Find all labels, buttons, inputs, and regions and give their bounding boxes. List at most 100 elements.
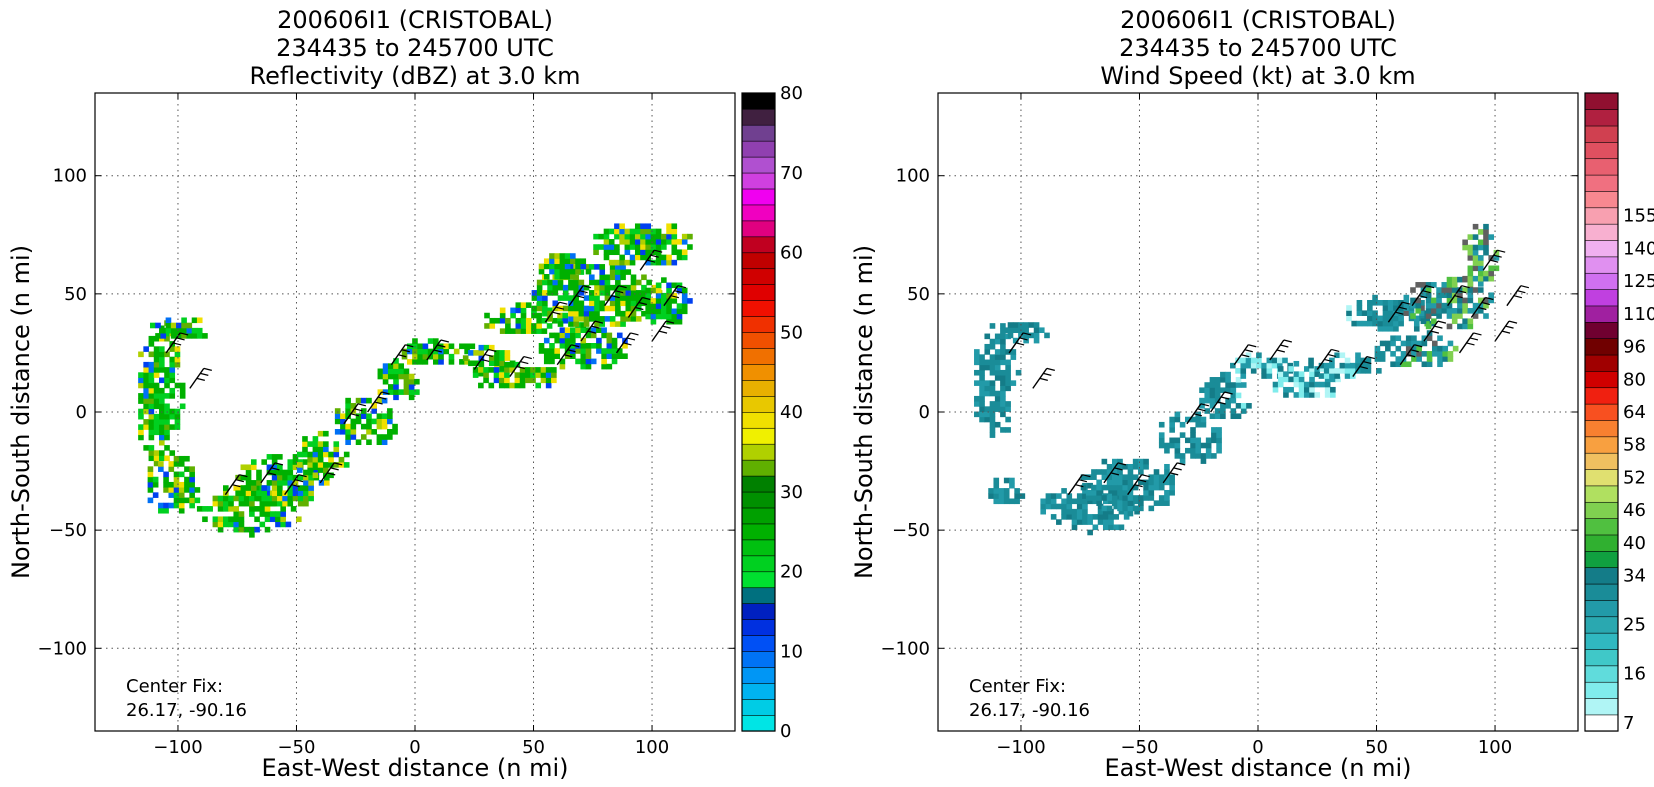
wind-wind-barb-feather	[1454, 295, 1463, 299]
wind-wind-barb-feather	[1501, 330, 1511, 334]
reflectivity-field-cell	[240, 490, 247, 497]
reflectivity-field-cell	[360, 413, 367, 420]
wind-field-cell	[1425, 302, 1432, 309]
wind-field-cell	[1374, 356, 1381, 362]
wind-field-cell	[1467, 297, 1474, 304]
reflectivity-field-cell	[488, 382, 495, 389]
reflectivity-field-cell	[169, 361, 176, 368]
reflectivity-field-cell	[159, 387, 165, 394]
wind-field-cell	[1179, 432, 1186, 438]
reflectivity-colorbar-bin	[741, 491, 776, 509]
reflectivity-field-cell	[376, 439, 383, 446]
wind-field-cell	[994, 338, 1001, 345]
reflectivity-field-cell	[504, 372, 510, 378]
wind-field-cell	[1393, 305, 1399, 311]
wind-field-cell	[1143, 489, 1149, 496]
reflectivity-field-cell	[170, 333, 177, 339]
reflectivity-field-cell	[578, 300, 585, 307]
wind-field-cell	[1431, 340, 1438, 347]
wind-wind-barb-feather	[1508, 320, 1518, 324]
wind-field-cell	[1309, 386, 1315, 393]
reflectivity-wind-barb-feather	[200, 372, 209, 376]
wind-field-cell	[1012, 322, 1019, 328]
reflectivity-field-cell	[594, 264, 600, 270]
wind-wind-barb-feather	[1241, 354, 1250, 358]
wind-field-cell	[994, 375, 1001, 381]
reflectivity-field-cell	[676, 313, 683, 320]
wind-field-cell	[1007, 322, 1014, 328]
reflectivity-field-cell	[624, 228, 631, 235]
panel-reflectivity: 200606I1 (CRISTOBAL) 234435 to 245700 UT…	[7, 6, 803, 782]
wind-field-cell	[1117, 484, 1123, 491]
reflectivity-wind-barb-feather	[674, 290, 683, 294]
wind-field-cell	[1209, 382, 1216, 388]
wind-field-cell	[1390, 335, 1396, 342]
reflectivity-field-cell	[148, 382, 155, 389]
reflectivity-field-cell	[408, 394, 415, 401]
wind-field-cell	[1256, 352, 1262, 359]
reflectivity-colorbar-bin	[741, 666, 776, 684]
reflectivity-field-cell	[250, 464, 257, 471]
reflectivity-field-cell	[280, 516, 286, 523]
reflectivity-field-cell	[254, 506, 260, 512]
reflectivity-field-cell	[297, 474, 304, 481]
wind-field-cell	[1056, 503, 1062, 510]
wind-field-cell	[1400, 340, 1407, 347]
wind-field-cell	[1372, 294, 1378, 301]
wind-field-cell	[1014, 493, 1020, 499]
reflectivity-field-cell	[599, 316, 606, 322]
reflectivity-field-cell	[645, 244, 652, 250]
reflectivity-wind-barb-feather	[377, 396, 387, 400]
reflectivity-field-cell	[635, 290, 642, 296]
reflectivity-field-cell	[634, 244, 641, 250]
reflectivity-field-cell	[599, 300, 606, 307]
reflectivity-field-cell	[292, 495, 299, 502]
reflectivity-field-cell	[494, 360, 500, 367]
reflectivity-field-cell	[173, 455, 180, 462]
reflectivity-wind-barb-feather	[642, 296, 651, 301]
wind-field-cell	[1451, 318, 1458, 325]
reflectivity-field-cell	[542, 300, 548, 307]
reflectivity-field-cell	[277, 485, 283, 491]
reflectivity-field-cell	[287, 490, 294, 497]
reflectivity-field-cell	[515, 302, 522, 308]
reflectivity-field-cell	[408, 378, 415, 385]
reflectivity-colorbar-bin	[741, 650, 776, 668]
reflectivity-field-cell	[564, 263, 571, 270]
wind-field-cell	[1096, 479, 1102, 486]
reflectivity-field-cell	[620, 300, 626, 307]
wind-field-cell	[1143, 458, 1149, 465]
reflectivity-field-cell	[650, 259, 657, 266]
wind-field-cell	[1477, 270, 1484, 277]
reflectivity-field-cell	[328, 456, 334, 463]
reflectivity-field-cell	[570, 258, 576, 265]
reflectivity-wind-barb-feather	[555, 306, 565, 310]
reflectivity-field-cell	[355, 439, 362, 446]
reflectivity-field-cell	[599, 274, 606, 281]
wind-field-cell	[1225, 371, 1231, 378]
reflectivity-field-cell	[557, 284, 564, 291]
wind-field-cell	[1190, 416, 1196, 423]
wind-field-cell	[974, 359, 980, 366]
reflectivity-field-cell	[159, 377, 165, 384]
wind-field-cell	[1483, 229, 1489, 235]
reflectivity-field-cell	[573, 316, 579, 322]
wind-field-cell	[1214, 382, 1221, 388]
reflectivity-field-cell	[599, 279, 606, 286]
wind-field-cell	[1199, 387, 1205, 394]
reflectivity-field-cell	[240, 464, 247, 471]
reflectivity-field-cell	[525, 328, 532, 334]
wind-field-cell	[989, 427, 996, 433]
reflectivity-field-cell	[543, 348, 550, 354]
wind-field-cell	[1216, 432, 1222, 438]
reflectivity-field-cell	[147, 466, 154, 472]
reflectivity-field-cell	[178, 492, 185, 498]
wind-field-cell	[989, 369, 996, 376]
reflectivity-field-cell	[499, 317, 506, 324]
reflectivity-field-cell	[552, 300, 559, 307]
wind-field-cell	[1148, 489, 1155, 496]
wind-field-cell	[1087, 529, 1093, 536]
reflectivity-field-cell	[280, 511, 286, 517]
reflectivity-field-cell	[604, 284, 611, 291]
